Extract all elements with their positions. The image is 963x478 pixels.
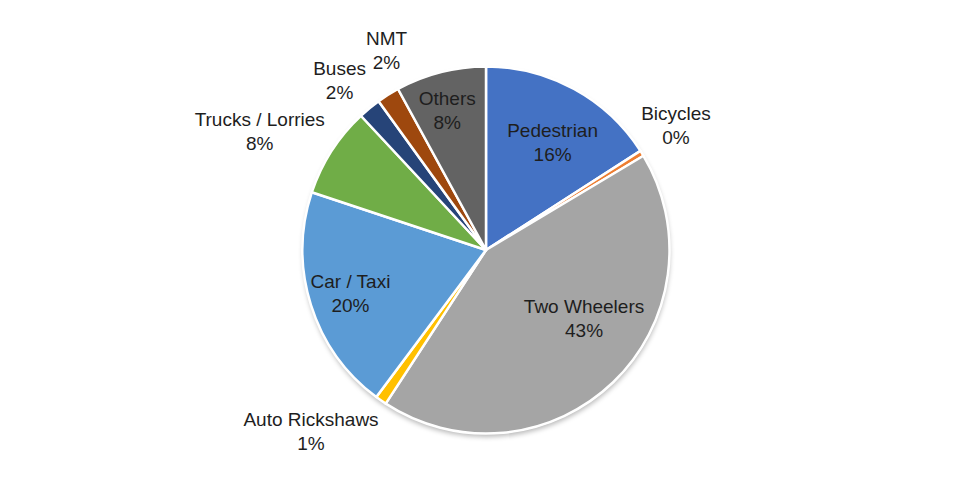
pie-slices	[302, 67, 669, 434]
pie-chart: Pedestrian16%Bicycles0%Two Wheelers43%Au…	[0, 0, 963, 478]
slice-label-auto-rickshaws: Auto Rickshaws1%	[243, 409, 378, 454]
slice-label-trucks-lorries: Trucks / Lorries8%	[195, 109, 325, 154]
pie-chart-svg: Pedestrian16%Bicycles0%Two Wheelers43%Au…	[0, 0, 963, 478]
slice-label-buses: Buses2%	[313, 58, 366, 103]
slice-label-bicycles: Bicycles0%	[641, 103, 711, 148]
slice-label-nmt: NMT2%	[366, 28, 408, 73]
